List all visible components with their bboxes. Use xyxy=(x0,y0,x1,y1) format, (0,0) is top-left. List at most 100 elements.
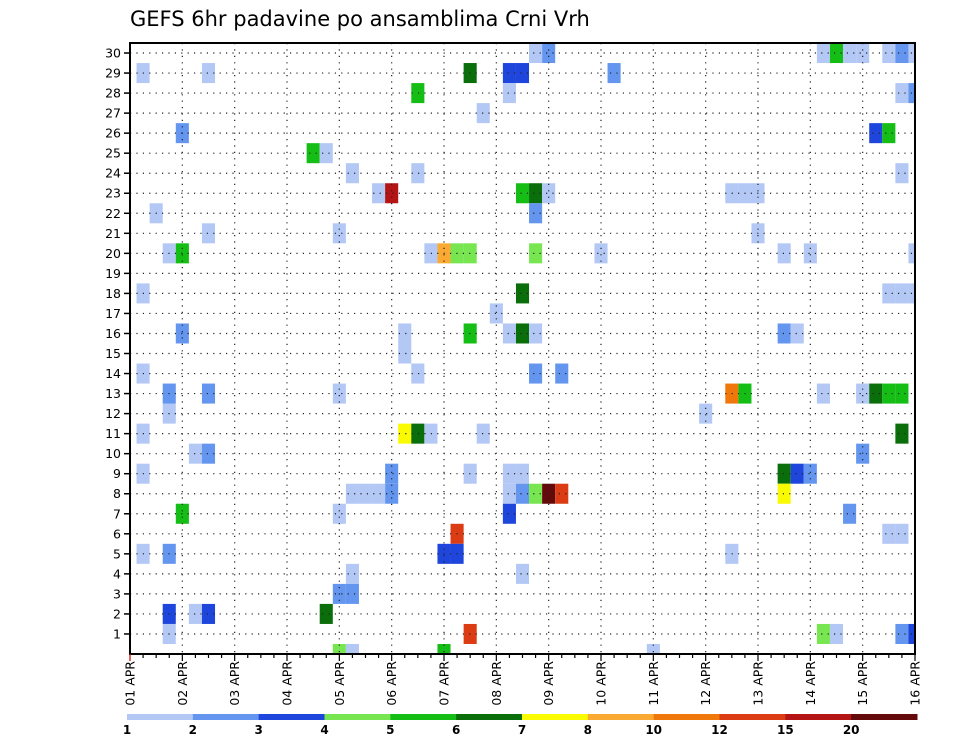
data-cell xyxy=(646,643,660,654)
legend-label: 10 xyxy=(645,723,662,737)
y-axis: 1234567891011121314151617181920212223242… xyxy=(105,46,130,641)
legend-label: 4 xyxy=(320,723,328,737)
data-cell xyxy=(882,523,896,544)
data-cell xyxy=(515,563,530,584)
x-tick-label: 14 APR xyxy=(803,661,818,706)
data-cell xyxy=(895,383,909,404)
x-tick-label: 08 APR xyxy=(489,661,504,706)
data-cell xyxy=(515,463,530,484)
data-cell xyxy=(777,463,791,484)
y-tick-label: 7 xyxy=(113,506,121,521)
x-tick-label: 15 APR xyxy=(855,661,870,706)
grid-lines xyxy=(130,43,915,654)
legend-swatch xyxy=(587,714,655,720)
x-tick-label: 13 APR xyxy=(751,661,766,706)
y-tick-label: 11 xyxy=(105,426,121,441)
data-cell xyxy=(555,363,569,384)
legend-label: 3 xyxy=(254,723,262,737)
data-cell xyxy=(529,43,543,64)
data-cell xyxy=(542,43,556,64)
data-cell xyxy=(803,243,817,264)
legend-swatch xyxy=(851,714,918,720)
legend-swatch xyxy=(192,714,260,720)
data-cell xyxy=(529,483,543,504)
data-cell xyxy=(515,323,530,344)
data-cell xyxy=(882,123,896,144)
data-cell xyxy=(345,563,359,584)
legend-label: 12 xyxy=(711,723,728,737)
legend-swatch xyxy=(653,714,720,720)
data-cell xyxy=(385,183,399,204)
data-cell xyxy=(895,523,909,544)
y-tick-label: 22 xyxy=(105,206,121,221)
data-cell xyxy=(476,423,490,444)
x-tick-label: 11 APR xyxy=(646,661,661,706)
x-tick-label: 10 APR xyxy=(594,661,609,706)
data-cell xyxy=(437,643,451,654)
y-tick-label: 16 xyxy=(105,326,121,341)
data-cell xyxy=(790,463,804,484)
data-cell xyxy=(319,143,333,164)
legend-swatch xyxy=(324,714,391,720)
legend-label: 2 xyxy=(189,723,197,737)
legend-label: 7 xyxy=(518,723,526,737)
data-cell xyxy=(358,483,373,504)
y-tick-label: 6 xyxy=(113,526,121,541)
data-cell xyxy=(515,483,530,504)
data-cell xyxy=(699,403,713,424)
data-cell xyxy=(502,503,516,524)
legend-swatch xyxy=(390,714,457,720)
data-cell xyxy=(515,283,530,304)
data-cell xyxy=(594,243,608,264)
data-cell xyxy=(345,483,359,504)
legend-swatch xyxy=(127,714,194,720)
data-cell xyxy=(398,323,412,344)
y-tick-label: 2 xyxy=(113,606,121,621)
data-cell xyxy=(529,363,543,384)
x-tick-label: 07 APR xyxy=(437,661,452,706)
data-cell xyxy=(201,383,216,404)
data-cell xyxy=(411,363,425,384)
y-tick-label: 20 xyxy=(105,246,121,261)
data-cell xyxy=(529,323,543,344)
data-cell xyxy=(489,303,503,324)
data-cell xyxy=(607,63,621,84)
y-tick-label: 18 xyxy=(105,286,121,301)
legend-label: 1 xyxy=(123,723,131,737)
data-cell xyxy=(542,483,556,504)
data-cell xyxy=(515,183,530,204)
y-tick-label: 12 xyxy=(105,406,121,421)
y-tick-label: 5 xyxy=(113,546,121,561)
data-cell xyxy=(816,383,830,404)
data-cell xyxy=(411,423,425,444)
data-cell xyxy=(856,43,870,64)
data-cell xyxy=(882,43,896,64)
y-tick-label: 9 xyxy=(113,466,121,481)
data-cell xyxy=(345,163,359,184)
y-tick-label: 17 xyxy=(105,306,121,321)
data-cell xyxy=(201,63,216,84)
data-cell xyxy=(201,223,216,244)
data-cell xyxy=(332,223,346,244)
data-cells xyxy=(136,43,915,654)
x-tick-label: 02 APR xyxy=(175,661,190,706)
data-cell xyxy=(829,623,844,644)
x-tick-label: 04 APR xyxy=(280,661,295,706)
y-tick-label: 29 xyxy=(105,66,121,81)
legend-label: 5 xyxy=(386,723,394,737)
data-cell xyxy=(515,63,530,84)
data-cell xyxy=(843,503,857,524)
legend-label: 6 xyxy=(452,723,460,737)
y-tick-label: 25 xyxy=(105,146,121,161)
legend-swatch xyxy=(785,714,852,720)
y-tick-label: 24 xyxy=(105,166,121,181)
data-cell xyxy=(319,603,333,624)
data-cell xyxy=(542,183,556,204)
data-cell xyxy=(502,483,516,504)
data-cell xyxy=(777,243,791,264)
plot-frame xyxy=(129,42,916,655)
y-tick-label: 14 xyxy=(105,366,121,381)
data-cell xyxy=(869,123,883,144)
x-tick-label: 16 APR xyxy=(908,661,923,706)
data-cell xyxy=(502,323,516,344)
